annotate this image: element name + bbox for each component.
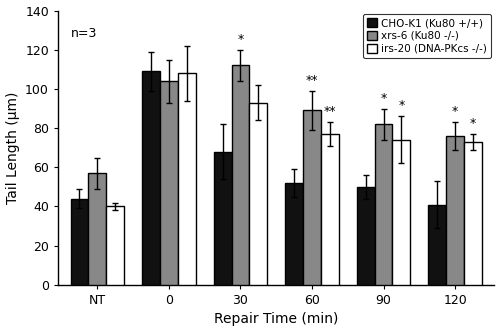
Bar <box>70 199 88 285</box>
Bar <box>464 142 482 285</box>
Bar <box>88 173 106 285</box>
Bar <box>356 187 374 285</box>
Bar <box>428 205 446 285</box>
Text: *: * <box>380 92 386 105</box>
Text: *: * <box>470 117 476 130</box>
Bar <box>374 124 392 285</box>
Bar <box>178 73 196 285</box>
Bar <box>214 152 232 285</box>
Y-axis label: Tail Length (μm): Tail Length (μm) <box>6 92 20 204</box>
Bar <box>321 134 339 285</box>
Bar <box>106 207 124 285</box>
Text: *: * <box>238 33 244 46</box>
Text: **: ** <box>306 74 318 87</box>
Bar <box>446 136 464 285</box>
Bar <box>232 65 250 285</box>
Bar <box>285 183 303 285</box>
Bar <box>160 81 178 285</box>
Bar <box>303 111 321 285</box>
X-axis label: Repair Time (min): Repair Time (min) <box>214 312 338 326</box>
Text: *: * <box>452 105 458 118</box>
Text: n=3: n=3 <box>71 27 98 40</box>
Bar <box>142 71 160 285</box>
Legend: CHO-K1 (Ku80 +/+), xrs-6 (Ku80 -/-), irs-20 (DNA-PKcs -/-): CHO-K1 (Ku80 +/+), xrs-6 (Ku80 -/-), irs… <box>362 14 492 58</box>
Bar <box>250 103 268 285</box>
Text: *: * <box>398 100 404 113</box>
Bar <box>392 140 410 285</box>
Text: **: ** <box>324 105 336 118</box>
